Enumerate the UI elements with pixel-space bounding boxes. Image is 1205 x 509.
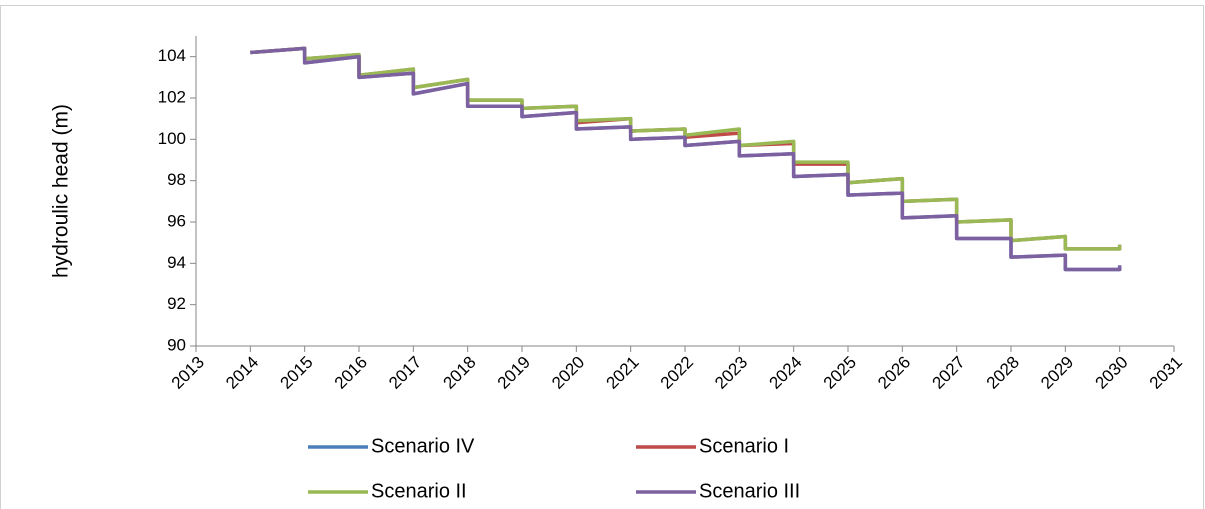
y-axis-label: hydroulic head (m) [50,104,73,278]
series-line [250,46,1122,251]
x-tick-label: 2020 [548,353,588,393]
x-tick-label: 2018 [439,353,479,393]
y-tick-label: 102 [158,87,186,106]
x-tick-label: 2027 [928,353,968,393]
legend-label: Scenario IV [371,435,475,457]
x-tick-label: 2029 [1037,353,1077,393]
x-tick-label: 2015 [276,353,316,393]
x-tick-label: 2024 [765,353,805,393]
y-tick-label: 100 [158,129,186,148]
series-line [250,46,1122,272]
legend-label: Scenario III [699,480,800,502]
x-tick-label: 2019 [494,353,534,393]
x-tick-label: 2031 [1146,353,1186,393]
series-line [250,46,1122,251]
x-tick-label: 2022 [657,353,697,393]
x-tick-label: 2028 [983,353,1023,393]
x-tick-label: 2026 [874,353,914,393]
legend-label: Scenario I [699,435,789,457]
legend-label: Scenario II [371,480,467,502]
y-tick-label: 96 [167,211,186,230]
x-tick-label: 2013 [168,353,208,393]
y-tick-label: 94 [167,253,186,272]
y-tick-label: 98 [167,170,186,189]
chart-border [0,5,1204,509]
x-tick-label: 2016 [331,353,371,393]
x-tick-label: 2021 [602,353,642,393]
x-tick-label: 2025 [820,353,860,393]
y-tick-label: 92 [167,294,186,313]
y-tick-label: 90 [167,335,186,354]
x-tick-label: 2017 [385,353,425,393]
x-tick-label: 2014 [222,353,262,393]
series-line [250,46,1122,272]
x-tick-label: 2023 [711,353,751,393]
y-tick-label: 104 [158,46,186,65]
x-tick-label: 2030 [1091,353,1131,393]
